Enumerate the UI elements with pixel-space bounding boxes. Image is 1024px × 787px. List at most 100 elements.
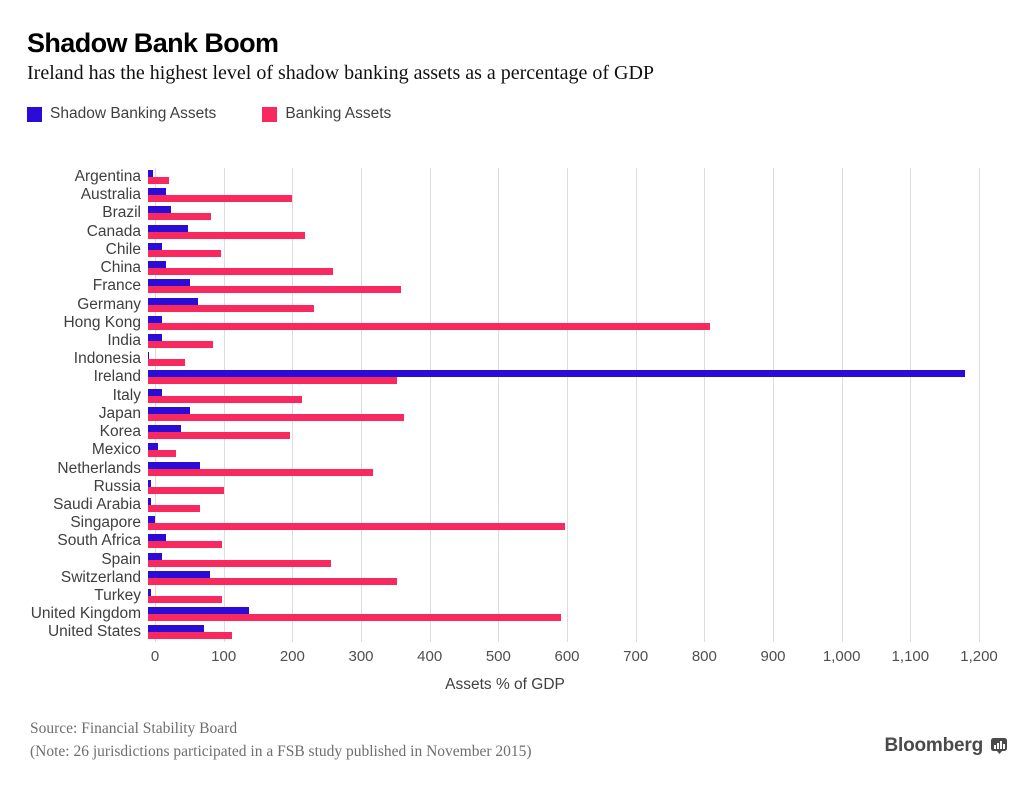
- gridline-500: [498, 168, 500, 642]
- bar-chart: Argentina Australia Brazil Canada Chile China…: [0, 168, 1010, 642]
- chart-subtitle: Ireland has the highest level of shadow …: [27, 62, 655, 84]
- chart-row: Australia: [0, 186, 1010, 204]
- chart-row: Argentina: [0, 168, 1010, 186]
- x-tick-label: 100: [211, 648, 237, 665]
- legend-label: Shadow Banking Assets: [50, 105, 217, 122]
- bar-group: [148, 223, 1010, 241]
- shadow-banking-bar: [148, 297, 199, 305]
- bar-group: [148, 587, 1010, 605]
- category-label: India: [107, 331, 141, 349]
- gridline-1200: [979, 168, 980, 642]
- shadow-banking-bar: [148, 425, 181, 433]
- banking-assets-bar: [148, 486, 224, 494]
- chart-row: Japan: [0, 405, 1010, 423]
- shadow-banking-bar: [148, 497, 151, 505]
- category-label: Chile: [105, 240, 141, 258]
- bar-group: [148, 241, 1010, 259]
- chart-row: Ireland: [0, 368, 1010, 386]
- gridline-600: [567, 168, 568, 642]
- shadow-banking-bar: [148, 315, 162, 323]
- bar-group: [148, 387, 1010, 405]
- x-tick-label: 200: [279, 648, 305, 665]
- shadow-banking-bar: [148, 206, 171, 214]
- banking-assets-bar: [148, 413, 405, 421]
- bar-group: [148, 204, 1010, 222]
- x-tick-label: 700: [623, 648, 649, 665]
- bar-group: [148, 350, 1010, 368]
- chart-row: China: [0, 259, 1010, 277]
- x-tick-label: 0: [150, 648, 160, 665]
- category-label: Hong Kong: [63, 313, 141, 331]
- shadow-banking-bar: [148, 570, 210, 578]
- category-label: South Africa: [57, 532, 141, 550]
- category-label: Saudi Arabia: [53, 495, 141, 513]
- chart-row: Switzerland: [0, 569, 1010, 587]
- category-label: Switzerland: [60, 568, 141, 586]
- shadow-banking-bar: [148, 242, 163, 250]
- gridline-1000: [841, 168, 843, 642]
- bar-group: [148, 332, 1010, 350]
- shadow-banking-bar: [148, 333, 162, 341]
- chart-row: Netherlands: [0, 460, 1010, 478]
- category-label: Russia: [93, 477, 141, 495]
- chart-row: Singapore: [0, 514, 1010, 532]
- category-label: Ireland: [93, 368, 141, 386]
- legend-label: Banking Assets: [285, 105, 392, 122]
- gridline-800: [704, 168, 706, 642]
- shadow-banking-bar: [148, 370, 966, 378]
- category-label: Argentina: [74, 168, 141, 185]
- page-title: Shadow Bank Boom: [27, 28, 279, 58]
- legend-item-shadow-banking: Shadow Banking Assets: [27, 105, 216, 123]
- shadow-banking-bar: [148, 188, 166, 196]
- chart-row: Germany: [0, 296, 1010, 314]
- bar-group: [148, 478, 1010, 496]
- category-label: Brazil: [102, 204, 141, 222]
- category-label: France: [92, 277, 141, 295]
- bar-group: [148, 186, 1010, 204]
- bar-group: [148, 460, 1010, 478]
- bar-group: [148, 277, 1010, 295]
- chart-row: South Africa: [0, 532, 1010, 550]
- note-line: (Note: 26 jurisdictions participated in …: [30, 743, 532, 760]
- shadow-banking-bar: [148, 170, 153, 177]
- chart-row: Mexico: [0, 441, 1010, 459]
- gridline-0: [155, 168, 156, 642]
- shadow-banking-bar: [148, 443, 159, 451]
- shadow-banking-bar: [148, 552, 162, 560]
- chart-rows: Argentina Australia Brazil Canada Chile China…: [0, 168, 1010, 642]
- shadow-banking-bar: [148, 388, 162, 396]
- banking-assets-bar: [148, 195, 293, 203]
- bar-group: [148, 405, 1010, 423]
- source-line: Source: Financial Stability Board: [30, 720, 238, 737]
- category-label: Indonesia: [73, 350, 141, 368]
- shadow-banking-bar: [148, 534, 166, 542]
- banking-assets-bar: [148, 468, 373, 476]
- x-axis: 0 100 200 300 400 500 600 700 800 900 1,000 1,100 1,…: [0, 648, 1010, 668]
- banking-assets-bar: [148, 322, 710, 330]
- shadow-banking-bar: [148, 352, 150, 360]
- chart-legend: Shadow Banking Assets Banking Assets: [27, 105, 391, 123]
- shadow-banking-bar: [148, 406, 190, 414]
- banking-assets-bar: [148, 340, 214, 348]
- banking-assets-bar: [148, 268, 334, 276]
- category-label: China: [100, 259, 142, 277]
- shadow-banking-bar: [148, 279, 190, 287]
- banking-assets-bar: [148, 523, 565, 531]
- x-tick-label: 500: [485, 648, 511, 665]
- shadow-banking-swatch: [27, 106, 42, 122]
- banking-assets-bar: [148, 304, 315, 312]
- chart-row: Hong Kong: [0, 314, 1010, 332]
- banking-assets-bar: [148, 614, 562, 622]
- shadow-banking-bar: [148, 461, 200, 469]
- gridline-1100: [910, 168, 912, 642]
- x-tick-label: 600: [554, 648, 580, 665]
- category-label: Singapore: [70, 514, 141, 532]
- source-note: Source: Financial Stability Board (Note:…: [30, 717, 532, 763]
- bar-group: [148, 569, 1010, 587]
- banking-assets-bar: [148, 559, 332, 567]
- gridline-300: [361, 168, 362, 642]
- category-label: Canada: [86, 222, 141, 240]
- bar-group: [148, 441, 1010, 459]
- chart-row: Turkey: [0, 587, 1010, 605]
- shadow-banking-bar: [148, 479, 151, 487]
